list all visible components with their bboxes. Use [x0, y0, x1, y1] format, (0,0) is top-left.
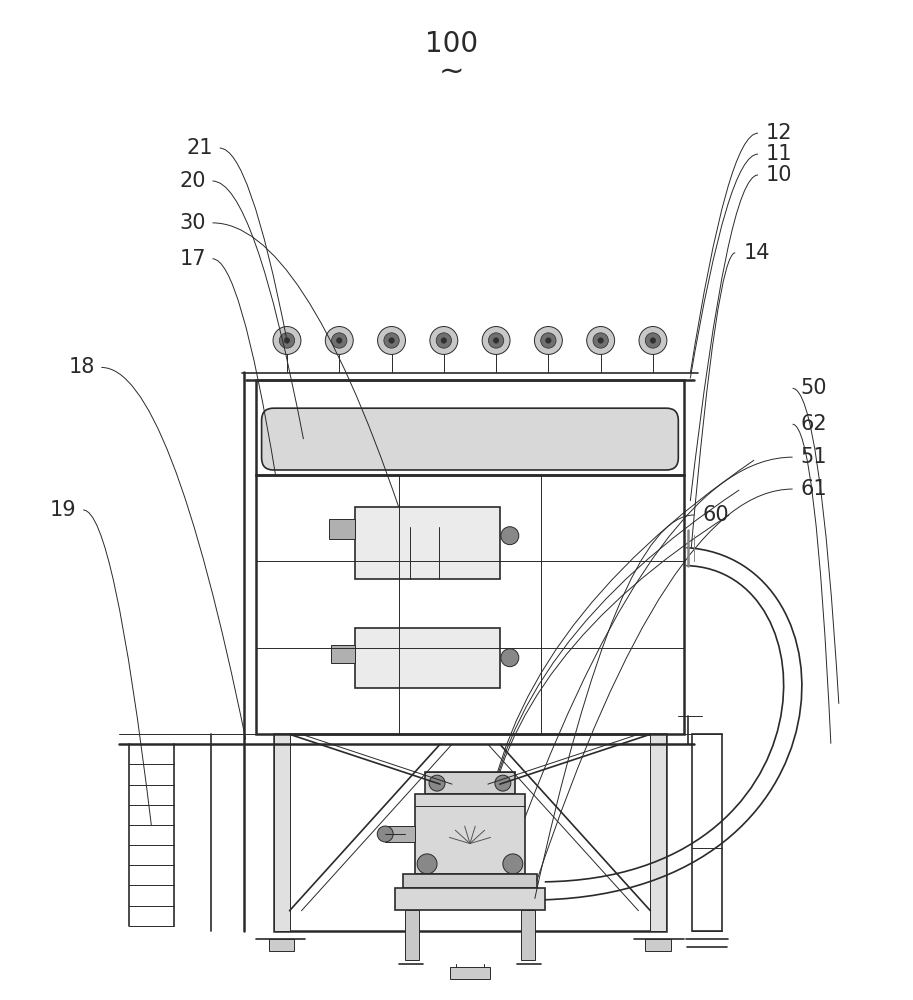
- Text: 61: 61: [801, 479, 827, 499]
- Text: 14: 14: [743, 243, 770, 263]
- Text: 20: 20: [179, 171, 205, 191]
- Text: 17: 17: [179, 249, 205, 269]
- Circle shape: [488, 333, 504, 348]
- Circle shape: [493, 338, 498, 343]
- Circle shape: [546, 338, 551, 343]
- Text: 10: 10: [766, 165, 792, 185]
- Text: 18: 18: [68, 357, 95, 377]
- Bar: [385, 826, 415, 842]
- Circle shape: [429, 775, 445, 791]
- Bar: [331, 645, 355, 663]
- Circle shape: [587, 327, 614, 354]
- Bar: [645, 939, 671, 951]
- Text: 12: 12: [766, 123, 792, 143]
- Bar: [405, 910, 419, 960]
- Circle shape: [378, 327, 405, 354]
- Circle shape: [389, 338, 394, 343]
- Circle shape: [331, 333, 347, 348]
- Circle shape: [482, 327, 510, 354]
- Circle shape: [495, 775, 511, 791]
- Text: ~: ~: [439, 58, 465, 87]
- Circle shape: [501, 649, 519, 667]
- Circle shape: [441, 338, 446, 343]
- Bar: [355, 628, 500, 688]
- Bar: [415, 794, 525, 874]
- Bar: [404, 874, 537, 888]
- Text: 51: 51: [801, 447, 827, 467]
- Circle shape: [639, 327, 666, 354]
- Circle shape: [430, 327, 457, 354]
- Bar: [450, 967, 490, 979]
- Circle shape: [273, 327, 301, 354]
- Circle shape: [279, 333, 295, 348]
- Circle shape: [540, 333, 556, 348]
- Bar: [256, 380, 685, 475]
- Circle shape: [593, 333, 608, 348]
- Circle shape: [436, 333, 452, 348]
- Circle shape: [383, 333, 399, 348]
- Text: 60: 60: [702, 505, 729, 525]
- Text: 62: 62: [801, 414, 827, 434]
- Circle shape: [534, 327, 562, 354]
- Circle shape: [501, 527, 519, 545]
- Bar: [395, 888, 545, 910]
- Text: 21: 21: [186, 138, 213, 158]
- Text: 50: 50: [801, 378, 827, 398]
- Bar: [274, 734, 666, 931]
- Circle shape: [503, 854, 523, 874]
- Bar: [355, 507, 500, 579]
- Circle shape: [284, 338, 289, 343]
- Circle shape: [598, 338, 603, 343]
- Bar: [330, 519, 355, 539]
- Bar: [650, 734, 666, 931]
- Text: 30: 30: [179, 213, 205, 233]
- Bar: [268, 939, 295, 951]
- Bar: [442, 790, 498, 862]
- Circle shape: [377, 826, 394, 842]
- Circle shape: [417, 854, 437, 874]
- Text: 100: 100: [425, 30, 478, 58]
- FancyBboxPatch shape: [262, 408, 678, 470]
- Circle shape: [645, 333, 661, 348]
- Text: 11: 11: [766, 144, 792, 164]
- Bar: [520, 910, 535, 960]
- Text: 19: 19: [50, 500, 77, 520]
- Bar: [256, 475, 685, 734]
- Circle shape: [325, 327, 353, 354]
- Circle shape: [337, 338, 342, 343]
- Bar: [274, 734, 289, 931]
- Bar: [425, 772, 515, 794]
- Bar: [692, 734, 722, 931]
- Circle shape: [650, 338, 656, 343]
